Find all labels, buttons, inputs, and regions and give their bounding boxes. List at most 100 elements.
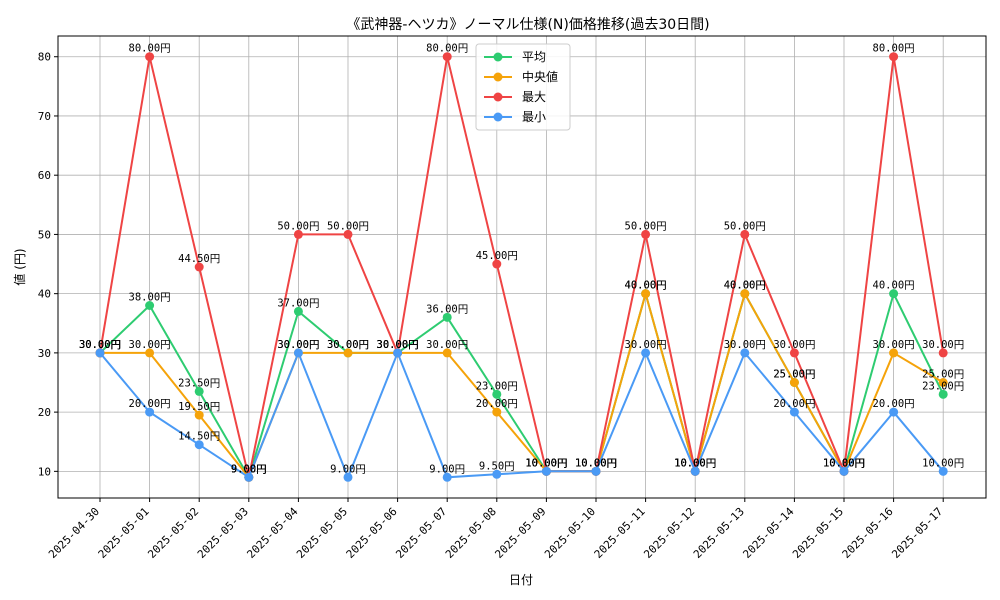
data-label: 20.00円 — [129, 398, 171, 410]
data-label: 10.00円 — [922, 457, 964, 469]
data-label: 20.00円 — [476, 398, 518, 410]
data-label: 50.00円 — [724, 220, 766, 232]
data-point — [492, 389, 502, 399]
data-label: 10.00円 — [575, 457, 617, 469]
legend-label: 平均 — [522, 50, 546, 64]
legend-label: 中央値 — [522, 69, 558, 84]
data-point — [541, 466, 551, 476]
data-label: 30.00円 — [277, 339, 319, 351]
data-point — [244, 472, 254, 482]
data-label: 80.00円 — [426, 43, 468, 55]
data-label: 10.00円 — [674, 457, 716, 469]
data-point — [194, 440, 204, 450]
data-label: 80.00円 — [873, 43, 915, 55]
legend-marker — [493, 72, 503, 82]
series-line — [99, 56, 945, 478]
data-label: 30.00円 — [277, 339, 319, 351]
data-point — [789, 378, 799, 387]
data-label: 38.00円 — [129, 292, 171, 304]
data-label: 20.00円 — [873, 398, 915, 410]
data-label: 23.50円 — [178, 377, 220, 389]
data-point — [641, 229, 651, 239]
data-point — [293, 306, 303, 316]
data-label: 30.00円 — [377, 339, 419, 351]
data-point — [740, 348, 750, 358]
data-label: 30.00円 — [79, 339, 121, 351]
series-line — [99, 350, 944, 481]
data-point — [889, 289, 899, 299]
legend-label: 最小 — [522, 110, 546, 124]
data-label: 10.00円 — [525, 457, 567, 469]
data-label: 37.00円 — [277, 297, 319, 309]
data-point — [938, 378, 948, 387]
data-point — [95, 348, 105, 358]
data-label: 45.00円 — [476, 250, 518, 262]
y-tick-label: 70 — [38, 110, 51, 123]
data-label: 23.00円 — [922, 380, 964, 392]
data-point — [889, 407, 899, 417]
data-label: 36.00円 — [426, 303, 468, 315]
data-label: 30.00円 — [79, 339, 121, 351]
data-label: 44.50円 — [178, 253, 220, 265]
data-point — [442, 348, 452, 358]
y-tick-label: 20 — [38, 406, 51, 419]
chart-title: 《武神器-ヘツカ》ノーマル仕様(N)価格推移(過去30日間) — [346, 17, 709, 33]
legend-marker — [493, 92, 503, 102]
y-tick-label: 10 — [38, 465, 51, 478]
data-label: 10.00円 — [575, 457, 617, 469]
data-label: 9.00円 — [231, 463, 267, 475]
data-label: 30.00円 — [79, 339, 121, 351]
data-label: 30.00円 — [377, 339, 419, 351]
y-tick-label: 30 — [38, 347, 51, 360]
data-label: 9.00円 — [231, 463, 267, 475]
data-point — [194, 262, 204, 272]
data-label: 40.00円 — [625, 280, 667, 292]
data-point — [789, 348, 799, 358]
data-label: 40.00円 — [724, 280, 766, 292]
data-point — [393, 348, 403, 358]
y-axis-ticks: 10 20 30 40 50 60 70 80 — [38, 51, 58, 478]
data-label: 23.00円 — [476, 380, 518, 392]
data-label: 30.00円 — [426, 339, 468, 351]
data-label: 30.00円 — [129, 339, 171, 351]
legend-marker — [493, 52, 503, 62]
data-point — [194, 386, 204, 396]
legend-label: 最大 — [522, 90, 546, 104]
data-label: 10.00円 — [674, 457, 716, 469]
data-label: 25.00円 — [922, 369, 964, 381]
data-label: 30.00円 — [327, 339, 369, 351]
data-point — [641, 289, 651, 299]
data-label: 25.00円 — [773, 369, 815, 381]
data-label: 9.50円 — [479, 460, 515, 472]
data-label: 10.00円 — [525, 457, 567, 469]
data-label: 30.00円 — [79, 339, 121, 351]
y-tick-label: 40 — [38, 288, 51, 301]
data-point — [938, 389, 948, 399]
data-point — [591, 466, 601, 476]
data-point — [789, 407, 799, 417]
data-label: 30.00円 — [724, 339, 766, 351]
data-label: 14.50円 — [178, 431, 220, 443]
data-point — [492, 259, 502, 269]
data-label: 10.00円 — [823, 457, 865, 469]
data-label: 50.00円 — [625, 220, 667, 232]
data-label: 10.00円 — [674, 457, 716, 469]
data-point — [442, 312, 452, 322]
data-point — [938, 348, 948, 358]
data-point — [889, 52, 899, 62]
data-label: 9.00円 — [231, 463, 267, 475]
data-label: 30.00円 — [377, 339, 419, 351]
data-label: 40.00円 — [873, 280, 915, 292]
data-point — [343, 229, 353, 239]
data-label: 10.00円 — [525, 457, 567, 469]
data-point — [492, 407, 502, 417]
data-label: 40.00円 — [625, 280, 667, 292]
data-point — [889, 348, 899, 358]
y-tick-label: 80 — [38, 51, 51, 64]
data-label: 10.00円 — [575, 457, 617, 469]
data-labels: 30.00円 38.00円 23.50円 9.00円 37.00円 30.00円 30.00… — [79, 43, 964, 476]
data-point — [343, 472, 353, 482]
data-point — [194, 410, 204, 420]
data-label: 30.00円 — [773, 339, 815, 351]
data-label: 25.00円 — [773, 369, 815, 381]
